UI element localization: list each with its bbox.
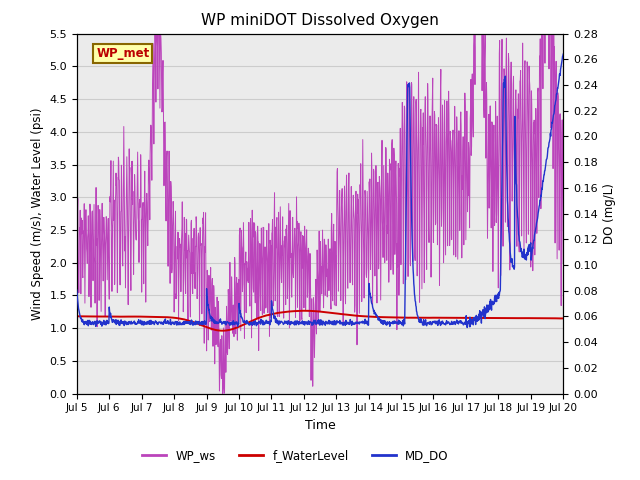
Y-axis label: Wind Speed (m/s), Water Level (psi): Wind Speed (m/s), Water Level (psi) <box>31 108 44 320</box>
Title: WP miniDOT Dissolved Oxygen: WP miniDOT Dissolved Oxygen <box>201 13 439 28</box>
Y-axis label: DO (mg/L): DO (mg/L) <box>604 183 616 244</box>
Text: WP_met: WP_met <box>96 47 150 60</box>
Legend: WP_ws, f_WaterLevel, MD_DO: WP_ws, f_WaterLevel, MD_DO <box>138 444 454 467</box>
X-axis label: Time: Time <box>305 419 335 432</box>
